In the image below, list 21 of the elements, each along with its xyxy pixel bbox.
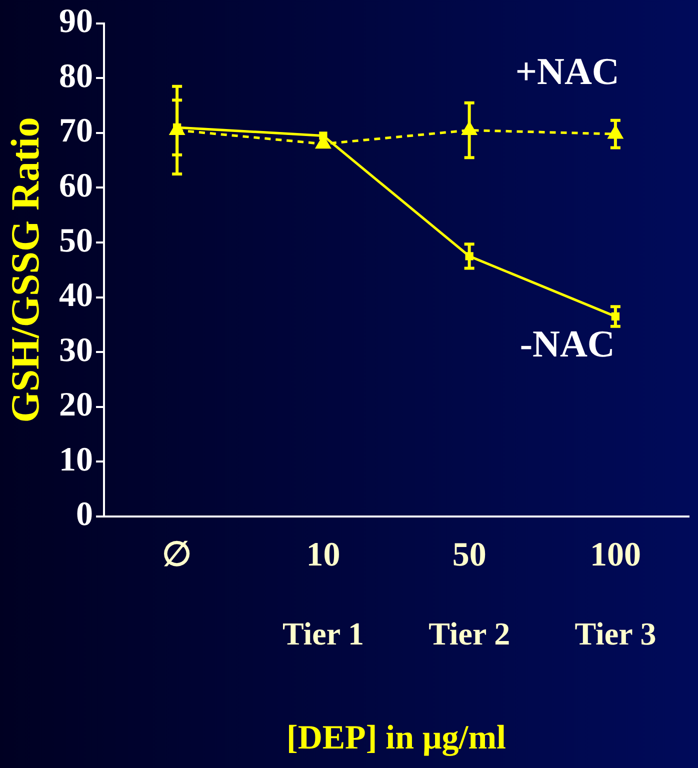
x-tick-label: 10 — [306, 536, 340, 574]
y-tick-label: 70 — [59, 112, 93, 150]
y-axis-title: GSH/GSSG Ratio — [2, 117, 48, 423]
y-tick-label: 20 — [59, 386, 93, 424]
y-tick-label: 30 — [59, 332, 93, 369]
y-tick-label: 90 — [59, 3, 93, 40]
y-tick-label: 80 — [59, 58, 93, 95]
series-label: +NAC — [515, 50, 620, 93]
y-tick-label: 0 — [76, 496, 93, 534]
text: Tier 2 — [428, 615, 510, 652]
series-label: -NAC — [520, 323, 615, 366]
x-tick-label: ∅ — [162, 536, 192, 574]
x-tick-label: 50 — [452, 536, 486, 574]
y-tick-label: 60 — [59, 168, 93, 205]
y-tick-label: 10 — [59, 441, 93, 478]
x-tick-label: 100 — [590, 536, 641, 574]
text: Tier 1 — [282, 615, 364, 652]
y-tick-label: 40 — [59, 277, 93, 314]
x-axis-title: [DEP] in μg/ml — [286, 719, 506, 756]
text: Tier 3 — [574, 615, 656, 652]
y-tick-label: 50 — [59, 222, 93, 260]
